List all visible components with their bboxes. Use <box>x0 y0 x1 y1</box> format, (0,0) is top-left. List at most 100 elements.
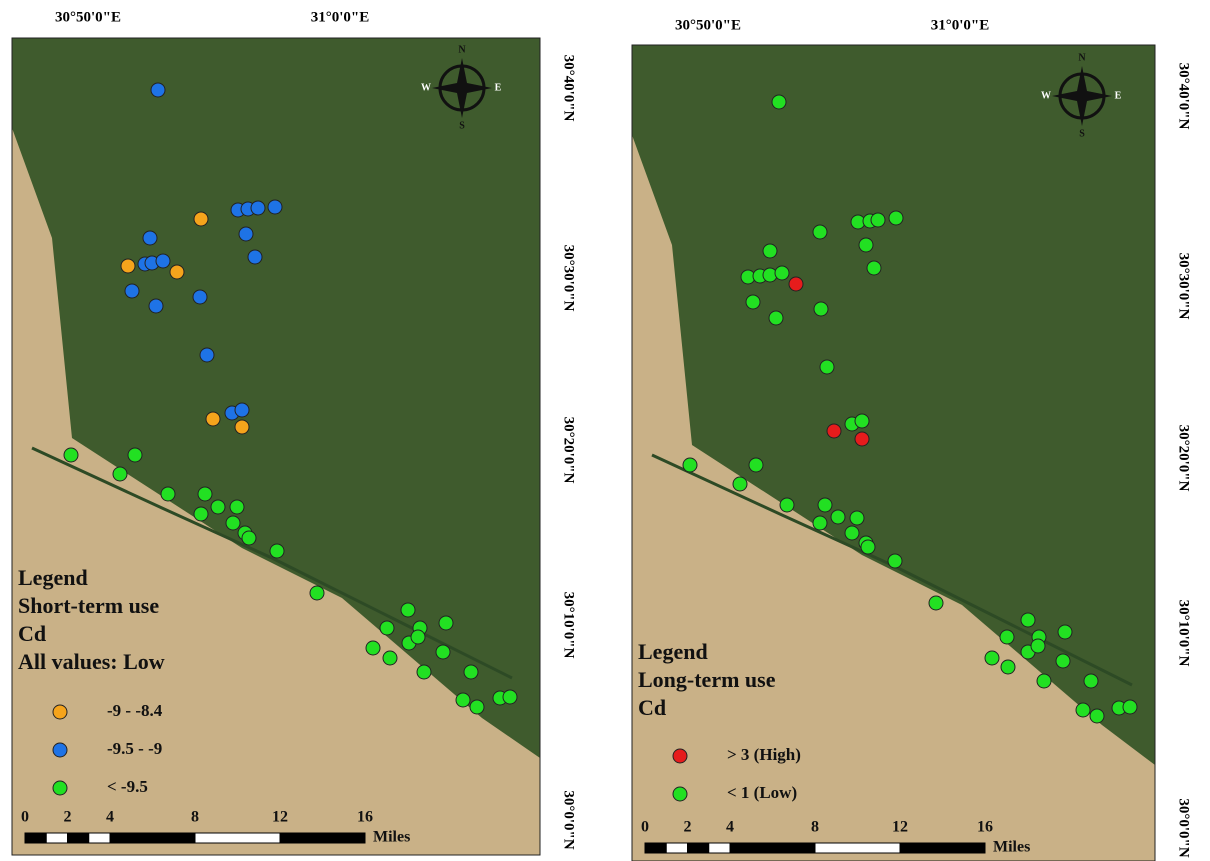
sample-point <box>859 238 873 252</box>
scale-tick-label: 12 <box>272 809 288 826</box>
scale-segment <box>815 843 900 853</box>
compass-n: N <box>1078 52 1086 63</box>
sample-point <box>814 302 828 316</box>
sample-point <box>1021 613 1035 627</box>
legend-symbol <box>673 749 687 763</box>
sample-point <box>1000 630 1014 644</box>
sample-point <box>230 500 244 514</box>
sample-point <box>775 266 789 280</box>
sample-point <box>226 516 240 530</box>
scale-tick-label: 4 <box>106 809 114 826</box>
scale-tick-label: 2 <box>684 819 692 836</box>
sample-point <box>733 477 747 491</box>
latitude-label: 30°30'0"N <box>1176 253 1192 320</box>
sample-point <box>1037 674 1051 688</box>
sample-point <box>464 665 478 679</box>
sample-point <box>193 290 207 304</box>
sample-point <box>242 531 256 545</box>
sample-point <box>401 603 415 617</box>
scale-tick-label: 0 <box>641 819 649 836</box>
sample-point <box>383 651 397 665</box>
sample-point <box>143 231 157 245</box>
sample-point <box>888 554 902 568</box>
scale-segment <box>666 843 687 853</box>
legend-label: -9.5 - -9 <box>107 739 162 758</box>
sample-point <box>929 596 943 610</box>
sample-point <box>861 540 875 554</box>
sample-point <box>235 403 249 417</box>
sample-point <box>211 500 225 514</box>
sample-point <box>380 621 394 635</box>
scale-segment <box>280 833 365 843</box>
sample-point <box>889 211 903 225</box>
sample-point <box>1084 674 1098 688</box>
sample-point <box>64 448 78 462</box>
sample-point <box>1058 625 1072 639</box>
sample-point <box>268 200 282 214</box>
sample-point <box>248 250 262 264</box>
legend-label: < -9.5 <box>107 777 148 796</box>
sample-point <box>156 254 170 268</box>
scale-tick-label: 2 <box>64 809 72 826</box>
sample-point <box>1090 709 1104 723</box>
scale-segment <box>195 833 280 843</box>
sample-point <box>456 693 470 707</box>
legend-line: Cd <box>638 695 666 720</box>
latitude-label: 30°40'0"N <box>1176 63 1192 130</box>
scale-tick-label: 12 <box>892 819 908 836</box>
latitude-label: 30°10'0"N <box>561 592 577 659</box>
sample-point <box>985 651 999 665</box>
sample-point <box>772 95 786 109</box>
legend-line: Cd <box>18 621 46 646</box>
sample-point <box>1001 660 1015 674</box>
legend-symbol <box>53 781 67 795</box>
scale-tick-label: 4 <box>726 819 734 836</box>
sample-point <box>845 526 859 540</box>
legend-line: Long-term use <box>638 667 776 692</box>
sample-point <box>149 299 163 313</box>
sample-point <box>1031 639 1045 653</box>
sample-point <box>161 487 175 501</box>
scale-segment <box>688 843 709 853</box>
sample-point <box>780 498 794 512</box>
sample-point <box>831 510 845 524</box>
scale-segment <box>709 843 730 853</box>
legend-title: Legend <box>638 639 708 664</box>
scale-segment <box>46 833 67 843</box>
sample-point <box>769 311 783 325</box>
sample-point <box>470 700 484 714</box>
longitude-label: 31°0'0"E <box>931 17 990 33</box>
sample-point <box>206 412 220 426</box>
sample-point <box>746 295 760 309</box>
sample-point <box>763 244 777 258</box>
sample-point <box>310 586 324 600</box>
legend-symbol <box>53 743 67 757</box>
legend-label: -9 - -8.4 <box>107 701 163 720</box>
latitude-label: 30°10'0"N <box>1176 600 1192 667</box>
compass-n: N <box>458 44 466 55</box>
scale-unit: Miles <box>373 829 410 846</box>
sample-point <box>151 83 165 97</box>
sample-point <box>113 467 127 481</box>
latitude-label: 30°20'0"N <box>561 417 577 484</box>
sample-point <box>503 690 517 704</box>
sample-point <box>194 212 208 226</box>
scale-segment <box>68 833 89 843</box>
sample-point <box>235 420 249 434</box>
longitude-label: 30°50'0"E <box>675 17 741 33</box>
legend-line: Short-term use <box>18 593 159 618</box>
latitude-label: 30°30'0"N <box>561 245 577 312</box>
sample-point <box>436 645 450 659</box>
sample-point <box>1076 703 1090 717</box>
sample-point <box>125 284 139 298</box>
scale-segment <box>645 843 666 853</box>
latitude-label: 30°40'0"N <box>561 55 577 122</box>
scale-segment <box>730 843 815 853</box>
legend-symbol <box>673 787 687 801</box>
latitude-label: 30°0'0"N <box>1176 798 1192 857</box>
legend-symbol <box>53 705 67 719</box>
sample-point <box>749 458 763 472</box>
sample-point <box>789 277 803 291</box>
scale-tick-label: 8 <box>811 819 819 836</box>
